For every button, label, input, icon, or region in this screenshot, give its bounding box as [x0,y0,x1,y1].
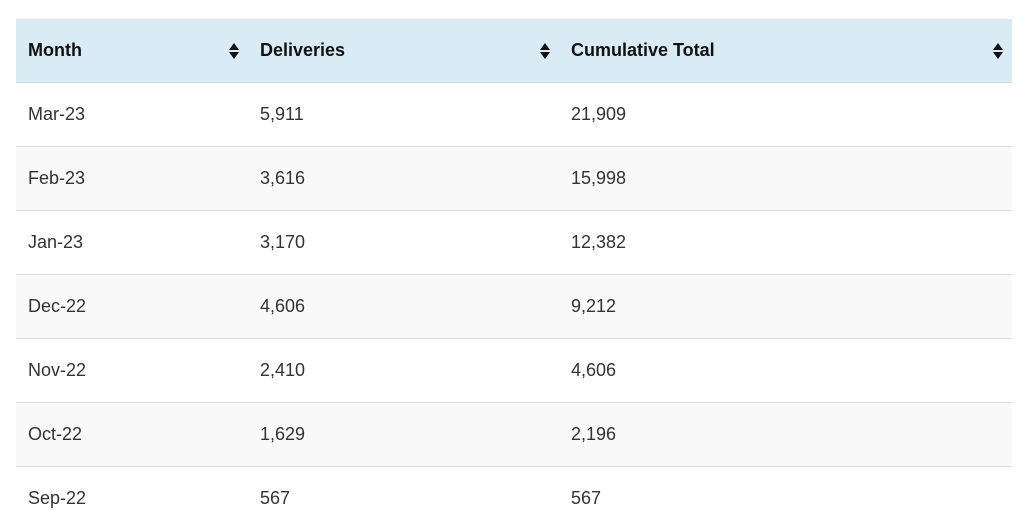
month-cell: Oct-22 [16,402,248,467]
deliveries-cell: 3,616 [248,146,559,211]
column-header-cumulative-total[interactable]: Cumulative Total [559,19,1012,83]
sort-icon[interactable] [228,42,240,60]
header-row: Month Deliveries Cumulative Total [16,19,1012,83]
column-label: Month [28,40,82,60]
sort-icon[interactable] [992,42,1004,60]
table-row: Sep-22 567 567 [16,467,1012,531]
month-cell: Nov-22 [16,338,248,403]
cumulative-total-cell: 9,212 [559,274,1012,339]
deliveries-cell: 5,911 [248,82,559,147]
month-cell: Sep-22 [28,488,87,508]
month-cell: Dec-22 [16,274,248,339]
deliveries-cell: 4,606 [248,274,559,339]
column-header-deliveries[interactable]: Deliveries [248,19,559,83]
sort-icon[interactable] [539,42,551,60]
cumulative-total-cell: 15,998 [559,146,1012,211]
deliveries-cell: 567 [260,488,291,508]
table-row: Mar-23 5,911 21,909 [16,82,1012,147]
cumulative-total-cell: 2,196 [559,402,1012,467]
column-label: Deliveries [260,40,346,60]
month-cell: Feb-23 [16,146,248,211]
cumulative-total-cell: 21,909 [559,82,1012,147]
deliveries-cell: 2,410 [248,338,559,403]
table-row: Nov-22 2,410 4,606 [16,338,1012,403]
deliveries-table: Month Deliveries Cumulative Total Mar-23… [16,19,1012,530]
table-row: Oct-22 1,629 2,196 [16,402,1012,467]
deliveries-cell: 1,629 [248,402,559,467]
month-cell: Mar-23 [16,82,248,147]
deliveries-cell: 3,170 [248,210,559,275]
month-cell: Jan-23 [16,210,248,275]
column-header-month[interactable]: Month [16,19,248,83]
cumulative-total-cell: 4,606 [559,338,1012,403]
cumulative-total-cell: 12,382 [559,210,1012,275]
table-row: Jan-23 3,170 12,382 [16,210,1012,275]
table-row: Dec-22 4,606 9,212 [16,274,1012,339]
column-label: Cumulative Total [571,40,715,60]
table-row: Feb-23 3,616 15,998 [16,146,1012,211]
cumulative-total-cell: 567 [571,488,602,508]
